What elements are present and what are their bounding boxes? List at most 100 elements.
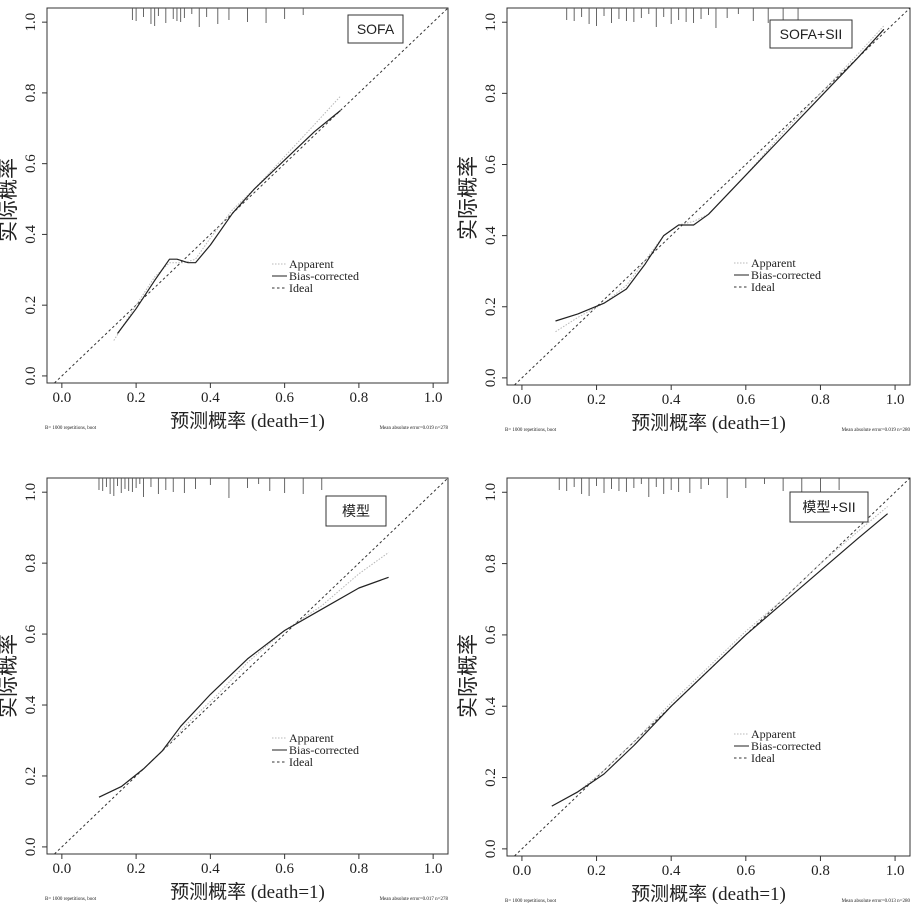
y-tick-label: 0.6 (23, 624, 39, 643)
y-tick-label: 0.8 (23, 554, 39, 573)
legend-label: Apparent (751, 256, 796, 270)
legend-apparent: Apparent (734, 727, 796, 741)
legend-bias-corrected: Bias-corrected (734, 268, 821, 282)
calibration-panel-1: 0.0 0.2 0.4 0.6 0.8 1.0 0.0 0.2 0.4 0.6 0.8 1.0 预测概率… (0, 7, 449, 432)
x-axis-title: 预测概率 (death=1) (170, 881, 325, 903)
x-tick-label: 0.2 (127, 861, 146, 877)
badge-box (769, 19, 853, 49)
apparent-line (551, 506, 888, 807)
legend-apparent: Apparent (272, 257, 334, 271)
x-axis-title: 预测概率 (death=1) (631, 883, 786, 905)
y-tick-label: 1.0 (483, 483, 499, 502)
x-tick-label: 0.8 (350, 861, 369, 877)
ideal-line (54, 7, 449, 384)
footnote-left: B= 1000 repetitions, boot (505, 428, 557, 433)
legend-bias-corrected: Bias-corrected (272, 743, 359, 757)
legend-bias-corrected: Bias-corrected (734, 739, 821, 753)
x-tick-label: 1.0 (424, 861, 443, 877)
y-tick-label: 0.4 (23, 695, 39, 714)
y-tick-label: 0.2 (23, 767, 39, 786)
y-tick-label: 0.2 (23, 296, 39, 315)
x-tick-label: 0.0 (52, 390, 71, 406)
ideal-line (54, 477, 449, 855)
bias-corrected-line (551, 513, 888, 807)
footnote-right: Mean absolute error=0.017 n=278 (380, 897, 449, 902)
y-tick-label: 0.4 (483, 226, 499, 245)
y-tick-label: 0.2 (483, 768, 499, 787)
legend-apparent: Apparent (272, 731, 334, 745)
apparent-line (113, 96, 341, 341)
x-tick-label: 0.6 (275, 390, 294, 406)
x-tick-label: 0.6 (275, 861, 294, 877)
y-axis-title: 实际概率 (456, 156, 480, 240)
calibration-panel-2: 0.0 0.2 0.4 0.6 0.8 1.0 0.0 0.2 0.4 0.6 0.8 1.0 预测概率… (456, 7, 911, 434)
x-tick-label: 0.2 (127, 390, 146, 406)
x-tick-label: 0.4 (201, 861, 220, 877)
legend-label: Ideal (289, 755, 314, 769)
legend-label: Apparent (289, 257, 334, 271)
x-tick-label: 0.4 (201, 390, 220, 406)
x-tick-label: 0.2 (587, 863, 606, 879)
legend-ideal: Ideal (734, 280, 776, 294)
x-tick-label: 0.0 (513, 863, 532, 879)
calibration-panel-3: 0.0 0.2 0.4 0.6 0.8 1.0 0.0 0.2 0.4 0.6 0.8 1.0 预测概率… (0, 477, 449, 903)
y-tick-label: 0.0 (483, 839, 499, 858)
badge-text: SOFA+SII (780, 26, 843, 42)
bias-corrected-line (98, 576, 389, 798)
badge-box (325, 495, 387, 527)
legend-apparent: Apparent (734, 256, 796, 270)
x-tick-label: 0.2 (587, 392, 606, 408)
badge-box (789, 491, 869, 523)
x-tick-label: 0.4 (662, 863, 681, 879)
legend-ideal: Ideal (272, 281, 314, 295)
y-tick-label: 0.4 (483, 696, 499, 715)
apparent-line (555, 25, 885, 333)
calibration-panel-4: 0.0 0.2 0.4 0.6 0.8 1.0 0.0 0.2 0.4 0.6 0.8 1.0 预测概率… (456, 477, 911, 905)
y-tick-label: 0.2 (483, 297, 499, 316)
footnote-right: Mean absolute error=0.013 n=280 (842, 899, 911, 904)
y-tick-label: 0.6 (483, 155, 499, 174)
y-tick-label: 0.0 (23, 838, 39, 857)
y-tick-label: 0.0 (23, 367, 39, 386)
panel-label-badge: 模型+SII (789, 491, 869, 523)
panel-label-badge: 模型 (325, 495, 387, 527)
y-axis-title: 实际概率 (0, 158, 20, 242)
y-tick-label: 0.4 (23, 225, 39, 244)
plot-frame (46, 477, 449, 855)
y-tick-label: 0.8 (23, 84, 39, 103)
panel-label-badge: SOFA (347, 14, 404, 44)
x-tick-label: 0.0 (52, 861, 71, 877)
y-tick-label: 1.0 (23, 13, 39, 32)
bias-corrected-line (117, 110, 341, 334)
x-tick-label: 0.6 (736, 863, 755, 879)
legend-bias-corrected: Bias-corrected (272, 269, 359, 283)
badge-box (347, 14, 404, 44)
y-axis-title: 实际概率 (0, 634, 20, 718)
footnote-left: B= 1000 repetitions, boot (45, 426, 97, 431)
legend-label: Apparent (289, 731, 334, 745)
y-tick-label: 0.6 (483, 625, 499, 644)
x-axis-title: 预测概率 (death=1) (631, 412, 786, 434)
x-tick-label: 0.4 (662, 392, 681, 408)
legend-ideal: Ideal (734, 751, 776, 765)
legend-label: Bias-corrected (289, 269, 359, 283)
legend-label: Ideal (751, 751, 776, 765)
badge-text: 模型 (342, 503, 370, 519)
x-tick-label: 0.8 (811, 863, 830, 879)
footnote-left: B= 1000 repetitions, boot (505, 899, 557, 904)
y-tick-label: 0.6 (23, 154, 39, 173)
y-tick-label: 0.8 (483, 554, 499, 573)
y-tick-label: 1.0 (483, 13, 499, 32)
x-axis-title: 预测概率 (death=1) (170, 410, 325, 432)
ideal-line (514, 7, 911, 386)
x-tick-label: 0.8 (350, 390, 369, 406)
legend-ideal: Ideal (272, 755, 314, 769)
y-tick-label: 0.0 (483, 369, 499, 388)
panel-label-badge: SOFA+SII (769, 19, 853, 49)
footnote-left: B= 1000 repetitions, boot (45, 897, 97, 902)
legend-label: Bias-corrected (751, 268, 821, 282)
legend-label: Ideal (289, 281, 314, 295)
y-axis-title: 实际概率 (456, 634, 480, 718)
